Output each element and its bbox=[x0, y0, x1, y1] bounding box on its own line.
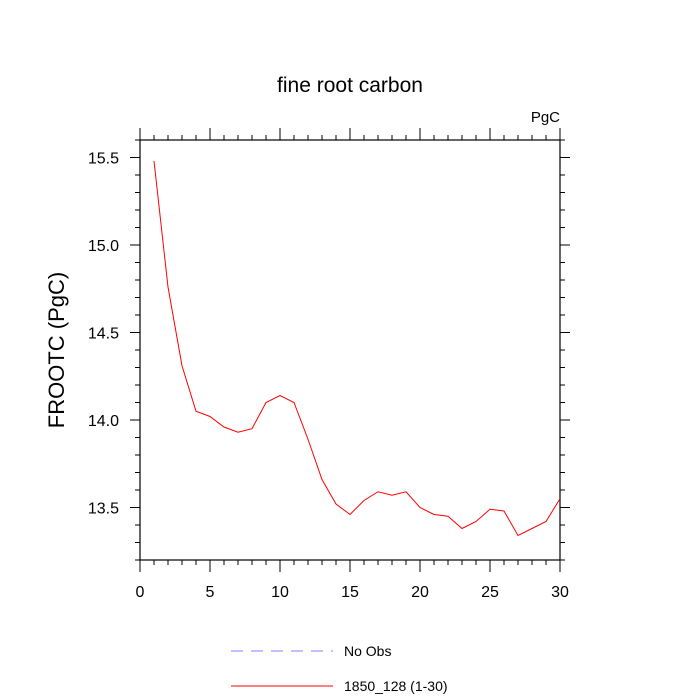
x-tick-label: 10 bbox=[271, 584, 289, 601]
x-tick-label: 0 bbox=[136, 584, 145, 601]
plot-frame bbox=[139, 139, 561, 561]
x-tick-label: 20 bbox=[411, 584, 429, 601]
x-tick-label: 5 bbox=[206, 584, 215, 601]
units-label: PgC bbox=[531, 109, 560, 126]
x-tick-label: 15 bbox=[341, 584, 359, 601]
series-layer bbox=[153, 160, 561, 537]
legend: No Obs 1850_128 (1-30) bbox=[231, 643, 448, 694]
x-tick-label: 25 bbox=[481, 584, 499, 601]
legend-label: 1850_128 (1-30) bbox=[344, 678, 448, 694]
y-tick-label: 13.5 bbox=[88, 501, 119, 518]
y-axis-label: FROOTC (PgC) bbox=[44, 272, 69, 428]
chart-title: fine root carbon bbox=[277, 74, 423, 97]
legend-label: No Obs bbox=[344, 643, 391, 659]
axis-tick-labels: 0 5 10 15 20 25 30 13.5 14.0 14.5 15.0 15.5 bbox=[88, 151, 569, 602]
x-tick-label: 30 bbox=[551, 584, 569, 601]
series-line bbox=[153, 160, 561, 537]
y-tick-label: 15.0 bbox=[88, 238, 119, 255]
y-tick-label: 14.5 bbox=[88, 326, 119, 343]
y-tick-label: 15.5 bbox=[88, 151, 119, 168]
y-tick-label: 14.0 bbox=[88, 413, 119, 430]
axis-ticks bbox=[130, 128, 570, 572]
